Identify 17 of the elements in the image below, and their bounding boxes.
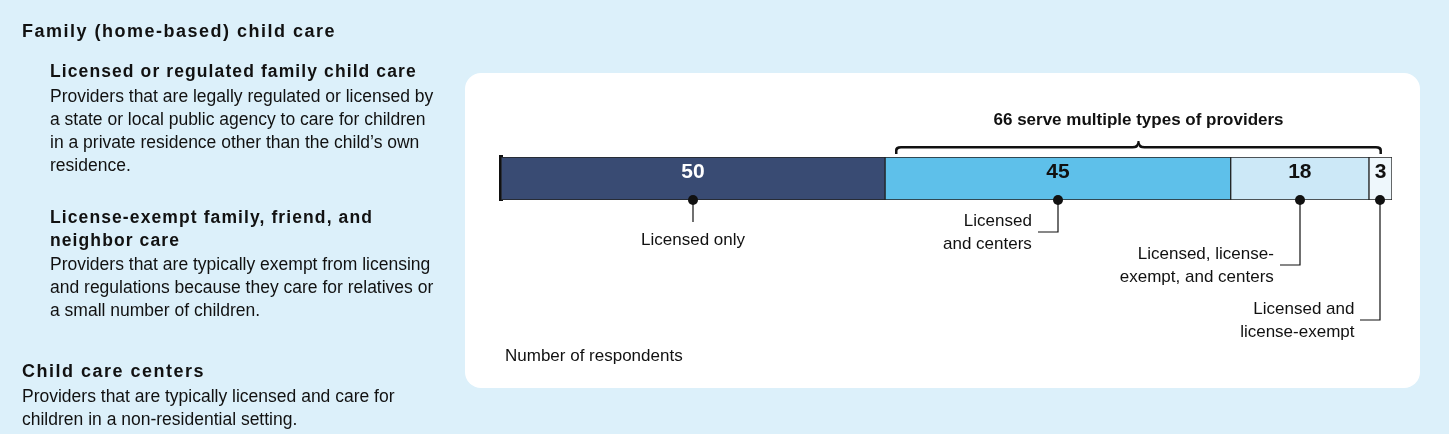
data-label: 18 [1288, 159, 1312, 183]
text: Licensed, license-exempt, and centers [1119, 243, 1274, 286]
series-label: Licensed only [641, 229, 746, 249]
x-axis-title: Number of respondents [505, 346, 683, 365]
text: Licensed and license-exempt [1240, 298, 1355, 341]
text: Providers that are typically exempt from licensing and regulations because they care for relatives or a small number of children. [50, 253, 435, 322]
series-label: Licensed and centers [943, 210, 1032, 253]
text: Child care centers [22, 360, 207, 383]
text: Providers that are legally regulated or licensed by a state or local public agency to care for children in a private residence other than the child’s own residence. [50, 85, 435, 177]
text: License-exempt family, friend, and neighbor care [50, 206, 374, 252]
text: Licensed or regulated family child care [50, 60, 418, 83]
text: Family (home-based) child care [22, 20, 338, 43]
data-label: 3 [1374, 159, 1387, 183]
data-label: 50 [681, 159, 705, 183]
text: 66 serve multiple types of providers [993, 110, 1284, 129]
data-label: 45 [1046, 159, 1070, 183]
text: Providers that are typically licensed and care for children in a non-residential setting. [22, 385, 396, 431]
